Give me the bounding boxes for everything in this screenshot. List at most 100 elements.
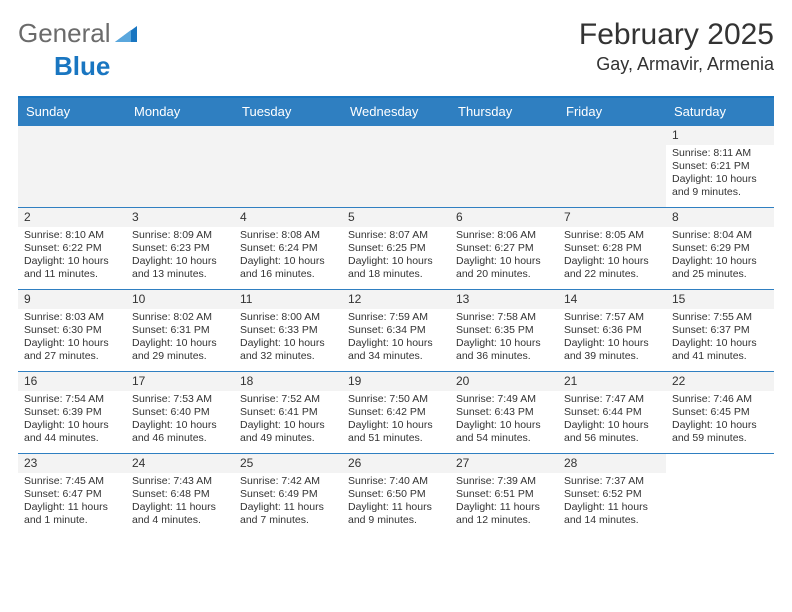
daylight: Daylight: 10 hours and 18 minutes. — [348, 255, 444, 281]
sunrise: Sunrise: 7:40 AM — [348, 475, 444, 488]
daylight: Daylight: 10 hours and 41 minutes. — [672, 337, 768, 363]
day-cell: 20Sunrise: 7:49 AMSunset: 6:43 PMDayligh… — [450, 371, 558, 453]
daylight: Daylight: 11 hours and 12 minutes. — [456, 501, 552, 527]
weekday-header: Sunday — [18, 98, 126, 125]
day-number: 17 — [126, 372, 234, 391]
day-cell: 16Sunrise: 7:54 AMSunset: 6:39 PMDayligh… — [18, 371, 126, 453]
sunrise: Sunrise: 7:37 AM — [564, 475, 660, 488]
sunset: Sunset: 6:36 PM — [564, 324, 660, 337]
sunset: Sunset: 6:29 PM — [672, 242, 768, 255]
day-cell: 15Sunrise: 7:55 AMSunset: 6:37 PMDayligh… — [666, 289, 774, 371]
logo-triangle-icon — [115, 18, 137, 49]
day-number: 26 — [342, 454, 450, 473]
sunrise: Sunrise: 8:04 AM — [672, 229, 768, 242]
sunrise: Sunrise: 7:55 AM — [672, 311, 768, 324]
sunset: Sunset: 6:41 PM — [240, 406, 336, 419]
sunset: Sunset: 6:21 PM — [672, 160, 768, 173]
day-cell: 3Sunrise: 8:09 AMSunset: 6:23 PMDaylight… — [126, 207, 234, 289]
sunrise: Sunrise: 8:05 AM — [564, 229, 660, 242]
daylight: Daylight: 10 hours and 44 minutes. — [24, 419, 120, 445]
sunset: Sunset: 6:31 PM — [132, 324, 228, 337]
day-number: 8 — [666, 208, 774, 227]
logo-general: General — [18, 18, 111, 49]
sunset: Sunset: 6:23 PM — [132, 242, 228, 255]
day-number: 21 — [558, 372, 666, 391]
empty-cell — [18, 125, 126, 207]
daylight: Daylight: 10 hours and 13 minutes. — [132, 255, 228, 281]
day-cell: 21Sunrise: 7:47 AMSunset: 6:44 PMDayligh… — [558, 371, 666, 453]
sunrise: Sunrise: 8:03 AM — [24, 311, 120, 324]
sunset: Sunset: 6:42 PM — [348, 406, 444, 419]
daylight: Daylight: 11 hours and 4 minutes. — [132, 501, 228, 527]
daylight: Daylight: 10 hours and 51 minutes. — [348, 419, 444, 445]
daylight: Daylight: 10 hours and 25 minutes. — [672, 255, 768, 281]
day-number: 14 — [558, 290, 666, 309]
day-number: 19 — [342, 372, 450, 391]
month-title: February 2025 — [579, 18, 774, 52]
daylight: Daylight: 10 hours and 27 minutes. — [24, 337, 120, 363]
day-cell: 6Sunrise: 8:06 AMSunset: 6:27 PMDaylight… — [450, 207, 558, 289]
sunrise: Sunrise: 7:43 AM — [132, 475, 228, 488]
sunrise: Sunrise: 7:46 AM — [672, 393, 768, 406]
sunrise: Sunrise: 7:57 AM — [564, 311, 660, 324]
daylight: Daylight: 10 hours and 59 minutes. — [672, 419, 768, 445]
day-number: 10 — [126, 290, 234, 309]
empty-cell — [558, 125, 666, 207]
day-cell: 28Sunrise: 7:37 AMSunset: 6:52 PMDayligh… — [558, 453, 666, 535]
day-number: 7 — [558, 208, 666, 227]
empty-cell — [342, 125, 450, 207]
day-number: 13 — [450, 290, 558, 309]
sunrise: Sunrise: 7:52 AM — [240, 393, 336, 406]
daylight: Daylight: 10 hours and 36 minutes. — [456, 337, 552, 363]
sunrise: Sunrise: 7:47 AM — [564, 393, 660, 406]
empty-cell — [234, 125, 342, 207]
day-number: 1 — [666, 126, 774, 145]
day-cell: 18Sunrise: 7:52 AMSunset: 6:41 PMDayligh… — [234, 371, 342, 453]
sunset: Sunset: 6:34 PM — [348, 324, 444, 337]
day-cell: 26 Sunrise: 7:40 AMSunset: 6:50 PMDayligh… — [342, 453, 450, 535]
sunset: Sunset: 6:22 PM — [24, 242, 120, 255]
daylight: Daylight: 10 hours and 39 minutes. — [564, 337, 660, 363]
sunrise: Sunrise: 8:08 AM — [240, 229, 336, 242]
daylight: Daylight: 11 hours and 9 minutes. — [348, 501, 444, 527]
sunset: Sunset: 6:45 PM — [672, 406, 768, 419]
sunrise: Sunrise: 7:39 AM — [456, 475, 552, 488]
sunrise: Sunrise: 7:42 AM — [240, 475, 336, 488]
day-cell: 13Sunrise: 7:58 AMSunset: 6:35 PMDayligh… — [450, 289, 558, 371]
empty-cell — [126, 125, 234, 207]
sunset: Sunset: 6:50 PM — [348, 488, 444, 501]
weekday-header: Thursday — [450, 98, 558, 125]
sunrise: Sunrise: 7:50 AM — [348, 393, 444, 406]
sunrise: Sunrise: 8:07 AM — [348, 229, 444, 242]
day-cell: 7Sunrise: 8:05 AMSunset: 6:28 PMDaylight… — [558, 207, 666, 289]
day-number: 22 — [666, 372, 774, 391]
day-number: 23 — [18, 454, 126, 473]
day-cell: 4Sunrise: 8:08 AMSunset: 6:24 PMDaylight… — [234, 207, 342, 289]
day-number: 15 — [666, 290, 774, 309]
sunrise: Sunrise: 7:58 AM — [456, 311, 552, 324]
day-number: 3 — [126, 208, 234, 227]
sunrise: Sunrise: 7:53 AM — [132, 393, 228, 406]
day-cell: 24Sunrise: 7:43 AMSunset: 6:48 PMDayligh… — [126, 453, 234, 535]
sunset: Sunset: 6:43 PM — [456, 406, 552, 419]
sunset: Sunset: 6:24 PM — [240, 242, 336, 255]
sunrise: Sunrise: 8:11 AM — [672, 147, 768, 160]
day-cell: 10Sunrise: 8:02 AMSunset: 6:31 PMDayligh… — [126, 289, 234, 371]
daylight: Daylight: 10 hours and 56 minutes. — [564, 419, 660, 445]
sunset: Sunset: 6:52 PM — [564, 488, 660, 501]
location: Gay, Armavir, Armenia — [579, 54, 774, 75]
daylight: Daylight: 10 hours and 49 minutes. — [240, 419, 336, 445]
day-cell: 5Sunrise: 8:07 AMSunset: 6:25 PMDaylight… — [342, 207, 450, 289]
empty-cell — [450, 125, 558, 207]
sunset: Sunset: 6:48 PM — [132, 488, 228, 501]
sunset: Sunset: 6:39 PM — [24, 406, 120, 419]
day-number: 6 — [450, 208, 558, 227]
day-number: 12 — [342, 290, 450, 309]
sunset: Sunset: 6:25 PM — [348, 242, 444, 255]
day-cell: 2Sunrise: 8:10 AMSunset: 6:22 PMDaylight… — [18, 207, 126, 289]
daylight: Daylight: 10 hours and 32 minutes. — [240, 337, 336, 363]
day-cell: 19 Sunrise: 7:50 AMSunset: 6:42 PMDayligh… — [342, 371, 450, 453]
daylight: Daylight: 11 hours and 14 minutes. — [564, 501, 660, 527]
daylight: Daylight: 10 hours and 9 minutes. — [672, 173, 768, 199]
daylight: Daylight: 10 hours and 16 minutes. — [240, 255, 336, 281]
